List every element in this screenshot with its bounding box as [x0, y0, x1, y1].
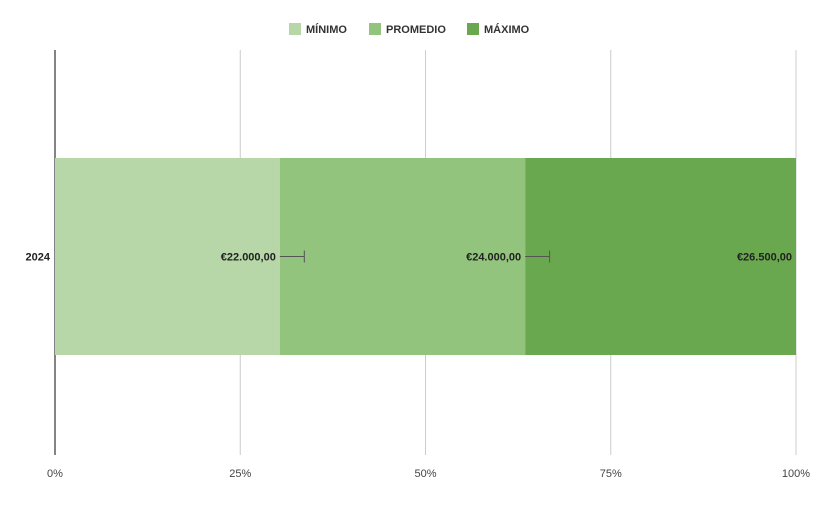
bar-segment [55, 158, 280, 355]
x-tick-label: 0% [47, 468, 63, 480]
category-label: 2024 [26, 252, 51, 264]
bar-segment [279, 158, 526, 355]
x-tick-label: 100% [782, 468, 810, 480]
data-label: €26.500,00 [737, 252, 792, 264]
data-label: €22.000,00 [221, 252, 276, 264]
x-tick-label: 50% [414, 468, 436, 480]
legend-swatch [289, 23, 301, 35]
legend-swatch [369, 23, 381, 35]
legend-label: MÍNIMO [306, 23, 347, 36]
legend-swatch [467, 23, 479, 35]
legend-label: MÁXIMO [484, 23, 530, 36]
data-label: €24.000,00 [466, 252, 521, 264]
legend-label: PROMEDIO [386, 24, 446, 36]
bar-segment [525, 158, 796, 355]
x-tick-label: 75% [600, 468, 622, 480]
x-tick-label: 25% [229, 468, 251, 480]
